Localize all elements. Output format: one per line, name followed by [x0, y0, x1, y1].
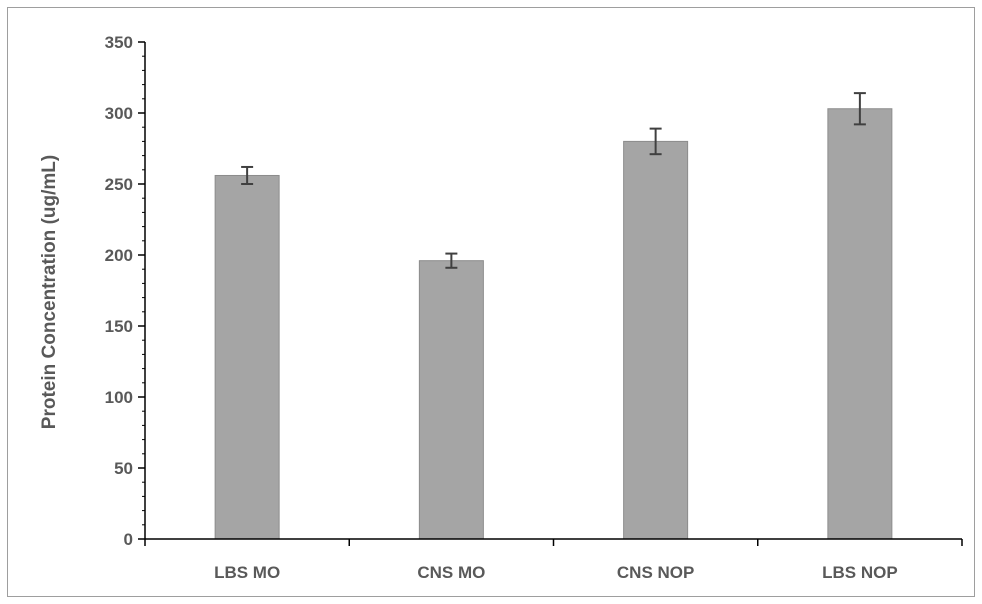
x-tick-label: CNS NOP	[617, 563, 694, 582]
y-ticks-group: 0 50 100 150 200 250 300 350	[105, 33, 145, 549]
bar-cns-nop	[623, 140, 689, 540]
y-tick-label: 0	[124, 530, 133, 549]
error-bars-group	[241, 92, 866, 269]
x-labels-group: LBS MO CNS MO CNS NOP LBS NOP	[214, 563, 898, 582]
y-tick-label: 150	[105, 317, 133, 336]
x-tick-label: LBS NOP	[822, 563, 898, 582]
x-tick-label: LBS MO	[214, 563, 280, 582]
y-tick-label: 250	[105, 175, 133, 194]
axes-group	[142, 42, 963, 546]
y-tick-label: 200	[105, 246, 133, 265]
bar-lbs-nop	[827, 108, 893, 540]
y-tick-label: 50	[114, 459, 133, 478]
y-tick-label: 300	[105, 104, 133, 123]
y-tick-label: 350	[105, 33, 133, 52]
x-tick-label: CNS MO	[417, 563, 485, 582]
bars-group	[214, 108, 893, 540]
bar-cns-mo	[418, 260, 484, 540]
y-axis-title: Protein Concentration (ug/mL)	[39, 155, 60, 429]
y-tick-label: 100	[105, 388, 133, 407]
chart-frame	[7, 7, 975, 597]
bar-lbs-mo	[214, 174, 280, 540]
